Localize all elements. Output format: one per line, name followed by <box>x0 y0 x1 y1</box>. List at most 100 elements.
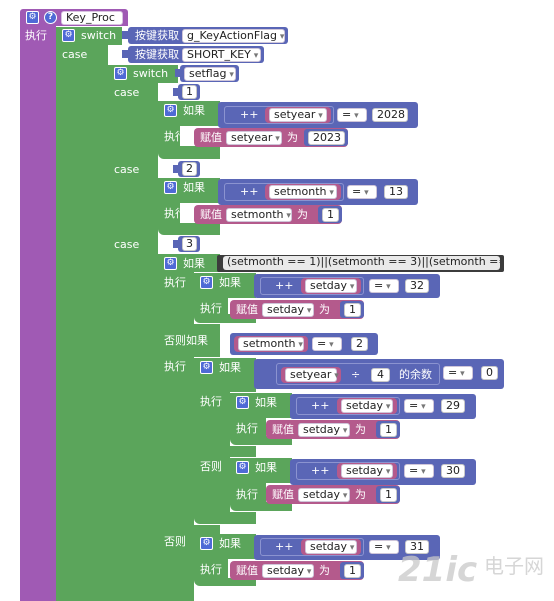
function-name-field[interactable]: Key_Proc <box>61 11 123 25</box>
equals-dropdown[interactable]: = <box>369 279 399 293</box>
watermark: 21ic 电子网 <box>398 546 552 594</box>
compare-number[interactable]: 32 <box>405 279 429 293</box>
setday-dropdown[interactable]: setday <box>341 399 393 413</box>
input-connector <box>173 88 179 96</box>
condition-code-text[interactable]: (setmonth == 1)||(setmonth == 3)||(setmo… <box>223 256 500 270</box>
case-label: case <box>114 86 140 99</box>
mod-label: 的余数 <box>399 368 432 381</box>
assign-label: 赋值 <box>236 303 258 316</box>
setday-dropdown[interactable]: setday <box>262 303 314 317</box>
setyear-dropdown[interactable]: setyear <box>285 368 337 382</box>
setmonth-dropdown[interactable]: setmonth <box>226 208 292 222</box>
equals-dropdown[interactable]: = <box>312 337 342 351</box>
to-label: 为 <box>319 303 330 316</box>
equals-dropdown[interactable]: = <box>369 540 399 554</box>
equals-dropdown[interactable]: = <box>347 185 377 199</box>
increment-label: ++ <box>275 279 294 292</box>
increment-label: ++ <box>311 399 330 412</box>
assign-number[interactable]: 1 <box>380 488 397 502</box>
key-action-flag-dropdown[interactable]: g_KeyActionFlag <box>182 29 285 43</box>
case-label: case <box>114 238 140 251</box>
increment-label: ++ <box>311 464 330 477</box>
switch-label: switch <box>133 67 169 80</box>
assign-number[interactable]: 1 <box>344 564 361 578</box>
then-label: 执行 <box>236 422 258 435</box>
else-label: 否则 <box>164 535 186 548</box>
to-label: 为 <box>319 564 330 577</box>
gear-icon[interactable]: ⚙ <box>164 181 177 194</box>
input-connector <box>175 69 181 77</box>
compare-number[interactable]: 13 <box>384 185 408 199</box>
gear-icon[interactable]: ⚙ <box>236 461 249 474</box>
divisor-number[interactable]: 4 <box>371 368 390 382</box>
equals-dropdown[interactable]: = <box>404 464 434 478</box>
input-connector <box>122 31 128 39</box>
setday-dropdown[interactable]: setday <box>298 423 350 437</box>
switch-label: switch <box>81 29 117 42</box>
if-label: 如果 <box>183 104 205 117</box>
setmonth-dropdown[interactable]: setmonth <box>269 185 337 199</box>
if-label: 如果 <box>219 276 241 289</box>
assign-number[interactable]: 1 <box>380 423 397 437</box>
compare-number[interactable]: 2 <box>351 337 368 351</box>
then-label: 执行 <box>164 130 186 143</box>
setday-dropdown[interactable]: setday <box>262 564 314 578</box>
case-label: case <box>62 48 88 61</box>
compare-number[interactable]: 2028 <box>372 108 408 122</box>
inner-switch-body-bar <box>108 83 158 601</box>
setday-dropdown[interactable]: setday <box>298 488 350 502</box>
setmonth-dropdown[interactable]: setmonth <box>238 337 304 351</box>
then-label: 执行 <box>236 488 258 501</box>
if-label: 如果 <box>183 181 205 194</box>
case-3-value[interactable]: 3 <box>182 237 197 251</box>
setday-dropdown[interactable]: setday <box>305 279 357 293</box>
gear-icon[interactable]: ⚙ <box>200 276 213 289</box>
assign-number[interactable]: 1 <box>322 208 339 222</box>
setflag-dropdown[interactable]: setflag <box>184 67 236 81</box>
setday-dropdown[interactable]: setday <box>305 540 357 554</box>
setday-dropdown[interactable]: setday <box>341 464 393 478</box>
assign-label: 赋值 <box>200 208 222 221</box>
help-icon[interactable]: ? <box>44 11 57 24</box>
gear-icon[interactable]: ⚙ <box>164 104 177 117</box>
case-2-value[interactable]: 2 <box>182 162 197 176</box>
case-label: case <box>114 163 140 176</box>
to-label: 为 <box>355 488 366 501</box>
gear-icon[interactable]: ⚙ <box>200 537 213 550</box>
increment-label: ++ <box>275 540 294 553</box>
function-body-bar <box>20 26 56 601</box>
assign-number[interactable]: 2023 <box>308 131 345 145</box>
equals-dropdown[interactable]: = <box>443 366 473 380</box>
case-1-value[interactable]: 1 <box>182 85 197 99</box>
setyear-dropdown[interactable]: setyear <box>226 131 282 145</box>
gear-icon[interactable]: ⚙ <box>114 67 127 80</box>
elseif-label: 否则如果 <box>164 334 208 347</box>
setyear-dropdown[interactable]: setyear <box>269 108 327 122</box>
gear-icon[interactable]: ⚙ <box>200 361 213 374</box>
compare-number[interactable]: 31 <box>405 540 429 554</box>
case-key-getter-label: 按键获取 <box>135 48 179 61</box>
then-label: 执行 <box>164 360 186 373</box>
equals-dropdown[interactable]: = <box>404 399 434 413</box>
watermark-text: 电子网 <box>484 554 544 578</box>
short-key-dropdown[interactable]: SHORT_KEY <box>182 48 261 62</box>
then-label: 执行 <box>164 276 186 289</box>
if-label: 如果 <box>255 396 277 409</box>
gear-icon[interactable]: ⚙ <box>62 29 75 42</box>
assign-label: 赋值 <box>236 564 258 577</box>
divide-label: ÷ <box>351 368 361 381</box>
assign-label: 赋值 <box>200 131 222 144</box>
assign-number[interactable]: 1 <box>344 303 361 317</box>
gear-icon[interactable]: ⚙ <box>164 257 177 270</box>
gear-icon[interactable]: ⚙ <box>236 396 249 409</box>
compare-number[interactable]: 30 <box>441 464 465 478</box>
compare-number[interactable]: 29 <box>441 399 465 413</box>
if-label: 如果 <box>219 537 241 550</box>
then-label: 执行 <box>200 563 222 576</box>
compare-number[interactable]: 0 <box>481 366 498 380</box>
increment-label: ++ <box>240 185 259 198</box>
gear-icon[interactable]: ⚙ <box>26 11 39 24</box>
equals-dropdown[interactable]: = <box>337 108 367 122</box>
to-label: 为 <box>355 423 366 436</box>
assign-label: 赋值 <box>272 488 294 501</box>
